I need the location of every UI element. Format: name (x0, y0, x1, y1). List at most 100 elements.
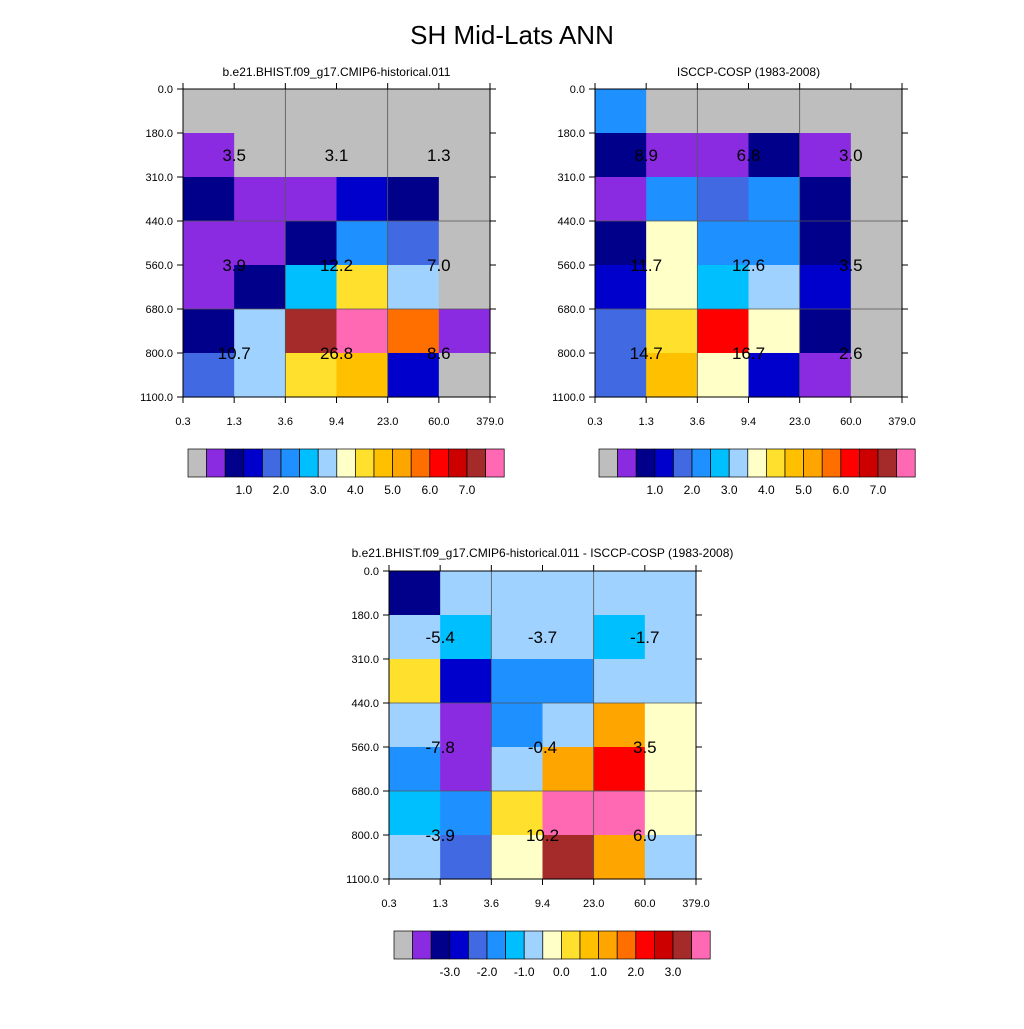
y-tick-label: 180.0 (351, 610, 379, 622)
heatmap-cell (850, 89, 903, 134)
heatmap-cell (542, 746, 595, 792)
colorbar-swatch (448, 448, 468, 478)
heatmap-cell (646, 352, 698, 398)
colorbar-swatch (728, 448, 749, 478)
heatmap-cell (593, 571, 646, 616)
heatmap-cell (799, 133, 852, 178)
y-tick-label: 1100.0 (346, 874, 379, 886)
colorbar-swatch (654, 448, 674, 478)
heatmap-cell (542, 615, 595, 660)
colorbar-swatch (412, 930, 432, 960)
cell-annotation: 6.8 (737, 146, 761, 165)
heatmap-cell (748, 264, 801, 310)
heatmap-cell (644, 615, 697, 660)
heatmap-cell (336, 221, 389, 266)
colorbar-label: 0.0 (553, 965, 570, 979)
cell-annotation: -5.4 (426, 628, 455, 647)
colorbar-swatch (410, 448, 431, 478)
colorbar-swatch (766, 448, 786, 478)
heatmap-cell (387, 352, 440, 398)
x-tick-label: 379.0 (682, 898, 710, 910)
colorbar-swatch (373, 448, 393, 478)
heatmap-cell (389, 658, 441, 704)
heatmap-cell (440, 746, 492, 792)
cell-annotation: 11.7 (630, 256, 662, 275)
colorbar-label: -1.0 (514, 965, 535, 979)
colorbar-swatch (598, 930, 618, 960)
heatmap-cell (799, 176, 852, 222)
heatmap-cell (183, 264, 235, 310)
colorbar-swatch (355, 448, 375, 478)
colorbar-label: 2.0 (627, 965, 644, 979)
y-tick-label: 680.0 (557, 304, 585, 316)
heatmap-cell (183, 89, 235, 134)
colorbar-swatch (877, 448, 897, 478)
heatmap-cell (389, 703, 441, 748)
colorbar-label: -2.0 (477, 965, 498, 979)
heatmap-cell (438, 133, 491, 178)
heatmap-cell (285, 133, 338, 178)
cell-annotation: 3.0 (839, 146, 863, 165)
colorbar-swatch (393, 930, 413, 960)
y-tick-label: 1100.0 (140, 392, 173, 404)
y-tick-label: 310.0 (351, 654, 379, 666)
heatmap-cell (491, 834, 544, 880)
cell-annotation: 16.7 (732, 344, 765, 363)
heatmap-cell (389, 571, 441, 616)
colorbar-swatch (635, 448, 656, 478)
heatmap-cell (438, 264, 491, 310)
heatmap-cell (697, 133, 750, 178)
colorbar-swatch (206, 448, 226, 478)
colorbar-swatch (317, 448, 338, 478)
y-tick-label: 440.0 (351, 698, 379, 710)
heatmap-cell (748, 89, 801, 134)
x-tick-label: 0.3 (587, 416, 602, 428)
colorbar-swatch (429, 448, 449, 478)
colorbar-swatch (784, 448, 804, 478)
heatmap-cell (542, 658, 595, 704)
colorbar-swatch (224, 448, 245, 478)
heatmap-cell (697, 176, 750, 222)
colorbar-swatch (299, 448, 319, 478)
cell-annotation: 3.9 (222, 256, 246, 275)
heatmap-cell (491, 658, 544, 704)
x-tick-label: 3.6 (278, 416, 293, 428)
x-tick-label: 9.4 (535, 898, 550, 910)
cell-annotation: 10.2 (526, 826, 559, 845)
x-tick-label: 9.4 (741, 416, 756, 428)
colorbar-swatch (505, 930, 525, 960)
heatmap-cell (183, 352, 235, 398)
heatmap-cell (644, 658, 697, 704)
heatmap-cell (646, 133, 698, 178)
heatmap-cell (646, 264, 698, 310)
heatmap-cell (748, 352, 801, 398)
heatmap-cell (748, 309, 801, 354)
cell-annotation: 8.6 (427, 344, 451, 363)
heatmap-cell (440, 791, 492, 836)
colorbar-swatch (673, 448, 693, 478)
colorbar-swatch (617, 448, 637, 478)
y-tick-label: 1100.0 (552, 392, 585, 404)
heatmap-cell (389, 834, 441, 880)
heatmap-cell (542, 703, 595, 748)
y-tick-label: 680.0 (145, 304, 173, 316)
colorbar-swatch (598, 448, 618, 478)
heatmap-cell (542, 791, 595, 836)
heatmap-cell (440, 658, 492, 704)
colorbar-swatch (187, 448, 207, 478)
x-tick-label: 0.3 (175, 416, 190, 428)
heatmap-cell (850, 309, 903, 354)
heatmap-cell (644, 703, 697, 748)
heatmap-cell (387, 176, 440, 222)
colorbar-swatch (468, 930, 488, 960)
heatmap-cell (491, 615, 544, 660)
cell-annotation: 6.0 (633, 826, 657, 845)
heatmap-cell (799, 89, 852, 134)
colorbar-label: 2.0 (273, 483, 290, 497)
heatmap-cell (646, 309, 698, 354)
colorbar-swatch (579, 930, 599, 960)
heatmap-cell (285, 264, 338, 310)
colorbar: 1.0 2.0 3.0 4.0 5.0 6.0 7.0 (187, 448, 505, 497)
heatmap-cell (440, 571, 492, 616)
heatmap-cell (697, 264, 750, 310)
